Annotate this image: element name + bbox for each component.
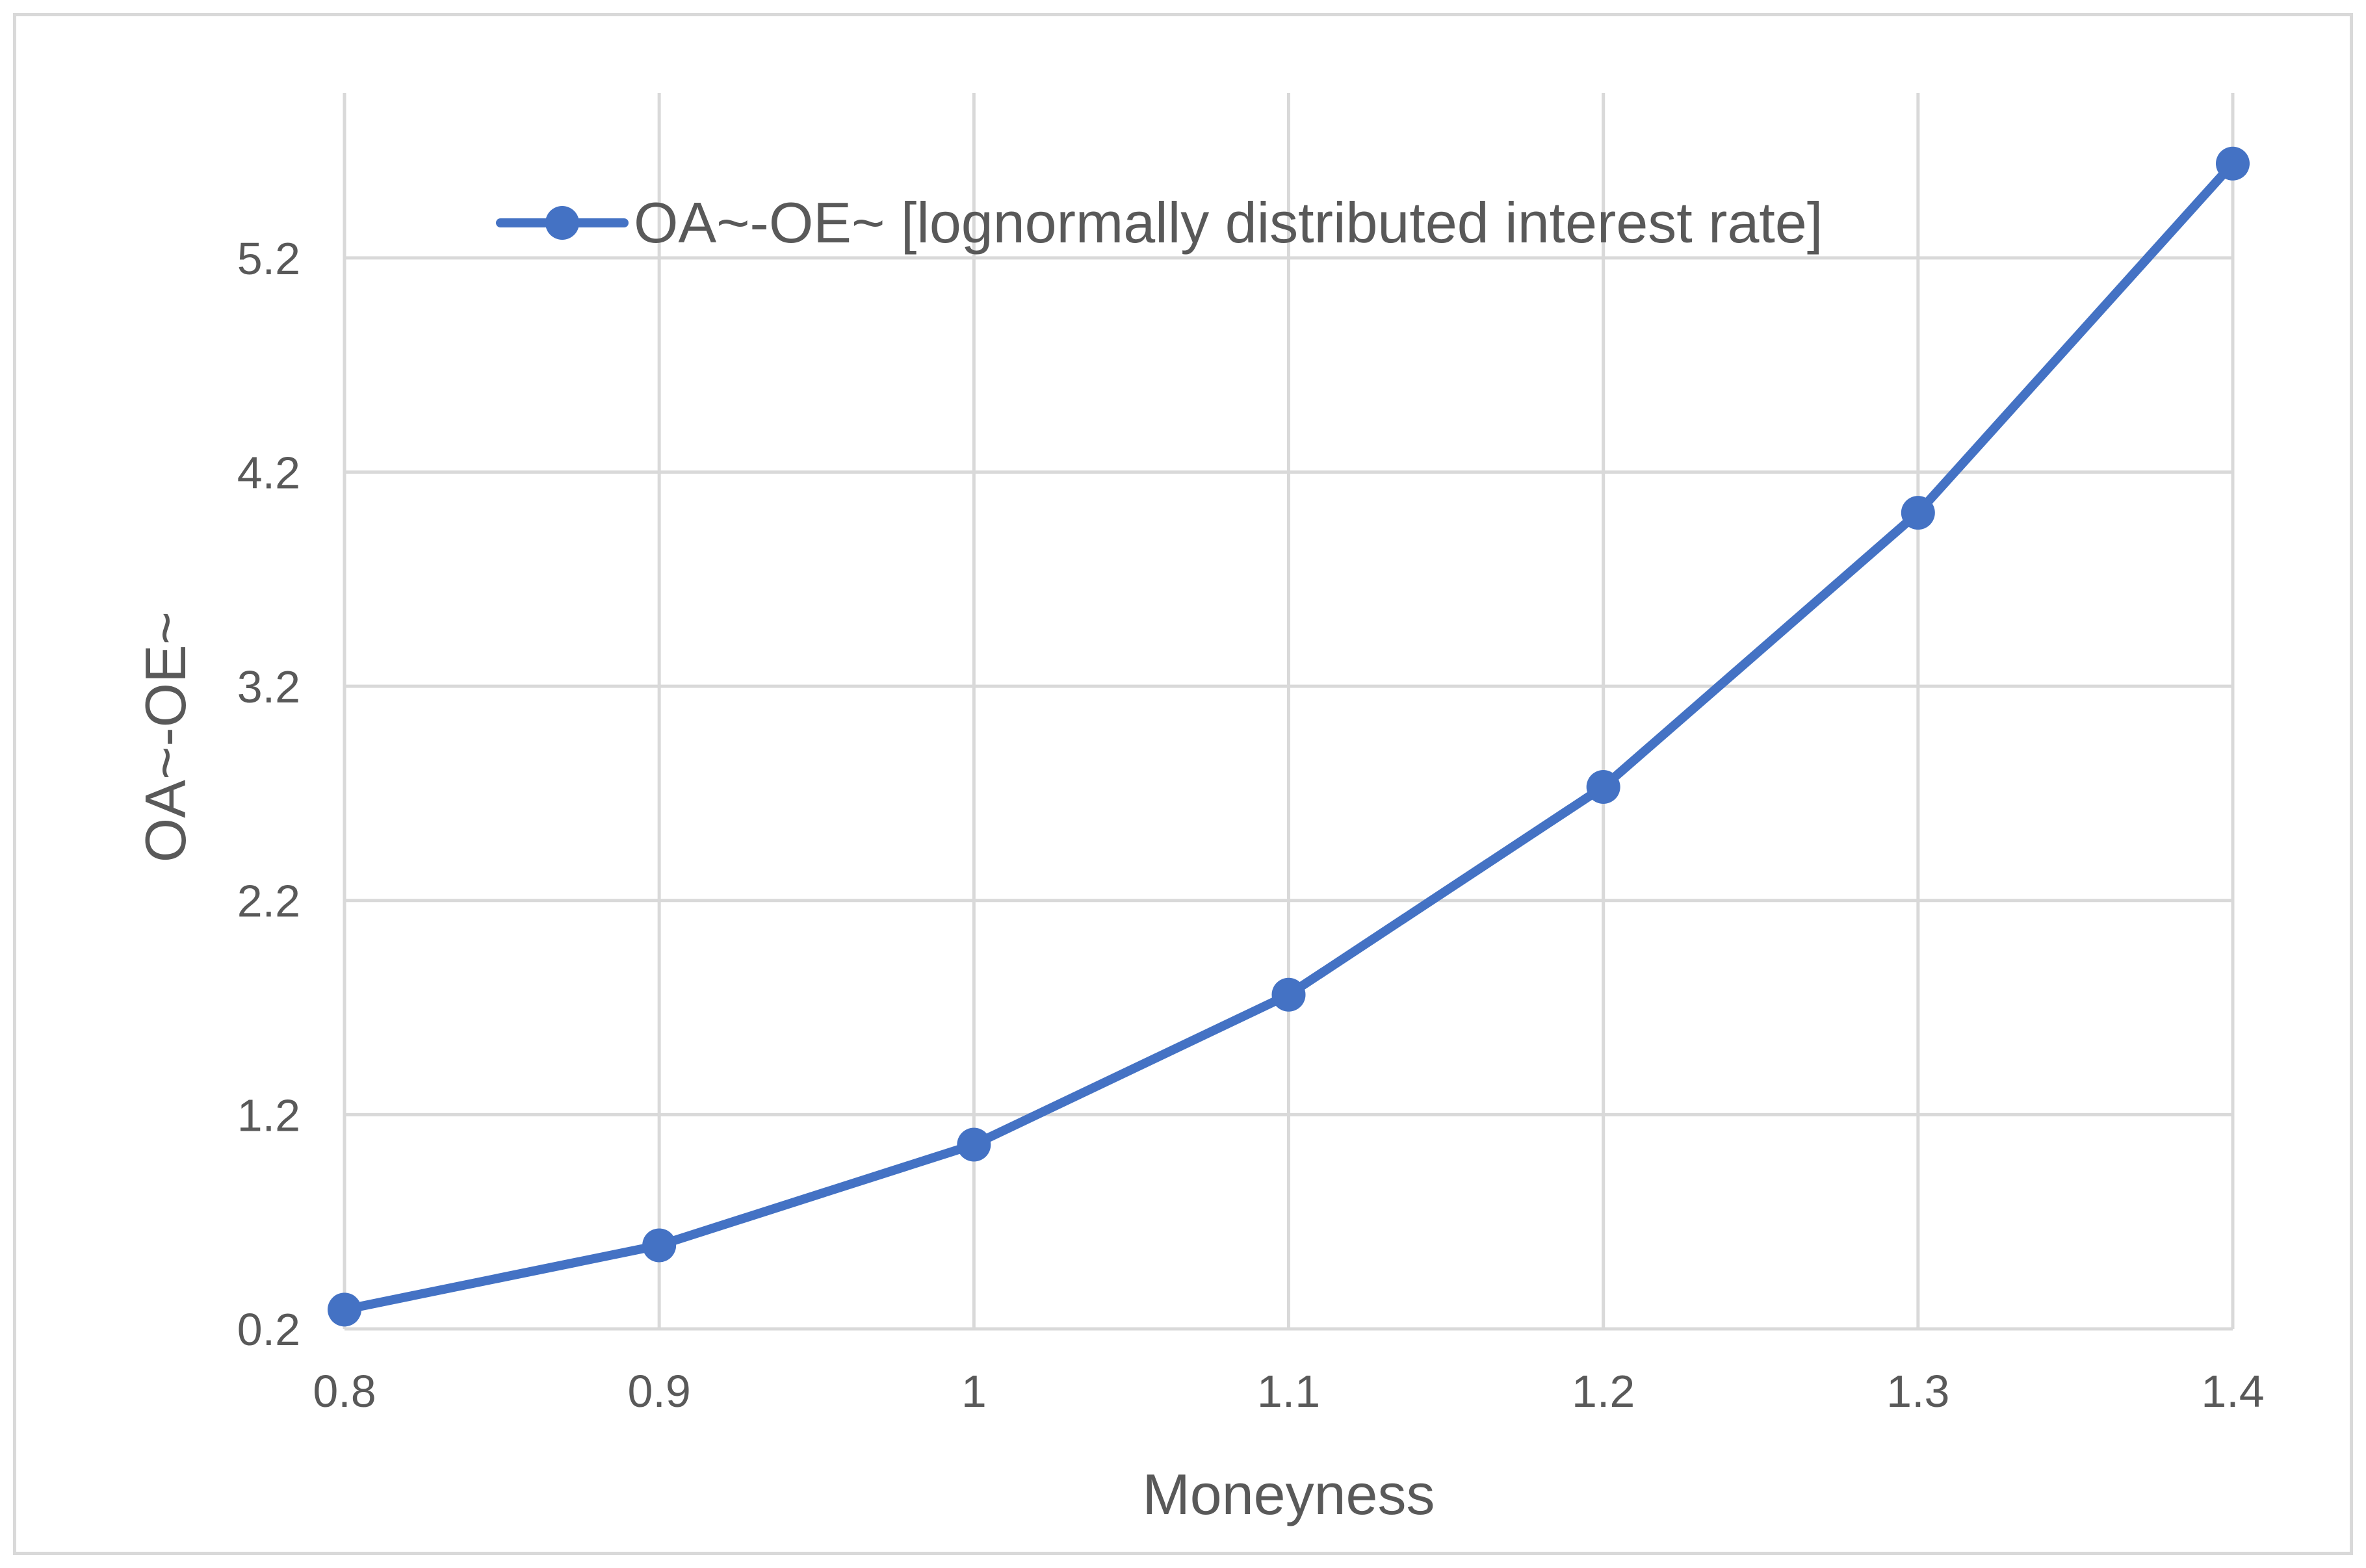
y-axis-title: OA~-OE~ xyxy=(133,611,198,862)
chart-frame: 0.8 0.9 1 1.1 1.2 1.3 1.4 0.2 1.2 2.2 3.2 4.2 5.2 O… xyxy=(13,13,2353,1555)
x-tick-label: 1.1 xyxy=(1257,1366,1320,1417)
legend: OA~-OE~ [lognormally distributed interes… xyxy=(496,190,1823,255)
y-tick-label: 3.2 xyxy=(237,662,300,712)
data-point xyxy=(1586,770,1620,804)
y-tick-label: 5.2 xyxy=(237,233,300,284)
data-point xyxy=(642,1228,677,1263)
data-point xyxy=(1271,977,1306,1012)
x-axis-tick-labels: 0.8 0.9 1 1.1 1.2 1.3 1.4 xyxy=(313,1366,2264,1417)
x-tick-label: 0.9 xyxy=(628,1366,691,1417)
data-point xyxy=(957,1127,991,1162)
y-tick-label: 4.2 xyxy=(237,447,300,498)
y-tick-label: 2.2 xyxy=(237,876,300,927)
x-tick-label: 0.8 xyxy=(313,1366,376,1417)
data-point xyxy=(1901,496,1935,530)
series-layer xyxy=(328,146,2250,1327)
x-tick-label: 1.2 xyxy=(1572,1366,1635,1417)
legend-label: OA~-OE~ [lognormally distributed interes… xyxy=(634,190,1823,255)
legend-marker-swatch xyxy=(545,206,579,240)
grid-lines xyxy=(343,93,2235,1331)
data-point xyxy=(328,1292,361,1327)
line-chart: 0.8 0.9 1 1.1 1.2 1.3 1.4 0.2 1.2 2.2 3.2 4.2 5.2 O… xyxy=(133,93,2265,1526)
x-tick-label: 1.3 xyxy=(1886,1366,1949,1417)
y-axis-tick-labels: 0.2 1.2 2.2 3.2 4.2 5.2 xyxy=(237,233,300,1355)
data-point xyxy=(2216,146,2250,181)
x-tick-label: 1.4 xyxy=(2201,1366,2264,1417)
y-tick-label: 0.2 xyxy=(237,1304,300,1355)
x-tick-label: 1 xyxy=(961,1366,987,1417)
y-tick-label: 1.2 xyxy=(237,1090,300,1140)
x-axis-title: Moneyness xyxy=(1142,1462,1435,1526)
